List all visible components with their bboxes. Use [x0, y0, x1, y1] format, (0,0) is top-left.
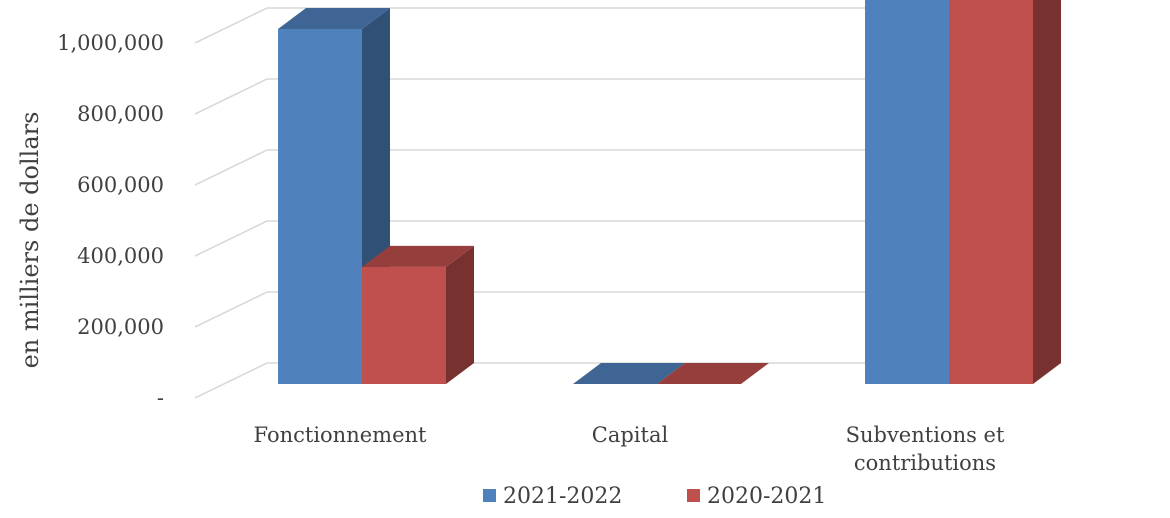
y-axis-ticks: -200,000400,000600,000800,0001,000,0001,… [57, 31, 164, 410]
x-category-label: contributions [854, 451, 996, 475]
legend-swatch [483, 489, 496, 502]
legend-swatch [687, 489, 700, 502]
gridline [194, 7, 1061, 44]
bar [657, 363, 769, 384]
bars [278, 0, 1061, 384]
bar-top [573, 363, 685, 384]
bar-front [949, 0, 1033, 384]
bar-front [362, 266, 446, 384]
bar [362, 245, 474, 384]
legend-item: 2020-2021 [687, 484, 826, 509]
legend-label: 2020-2021 [707, 484, 826, 509]
bar [573, 363, 685, 384]
y-tick-label: - [157, 386, 164, 410]
gridline [194, 291, 1061, 328]
x-category-label: Subventions et [846, 423, 1005, 447]
bar [949, 0, 1061, 384]
bar-top [657, 363, 769, 384]
y-tick-label: 400,000 [77, 244, 164, 268]
gridline [194, 149, 1061, 186]
y-tick-label: 800,000 [77, 102, 164, 126]
bar-front [865, 0, 949, 384]
bar-top [278, 8, 390, 29]
gridline [194, 362, 1061, 399]
gridline [194, 220, 1061, 257]
bar-top [362, 245, 474, 267]
gridline [194, 78, 1061, 115]
y-axis-label: en milliers de dollars [16, 112, 44, 369]
legend-item: 2021-2022 [483, 484, 622, 509]
bar-side [446, 245, 474, 384]
x-category-label: Fonctionnement [254, 423, 427, 447]
gridlines [194, 7, 1061, 399]
bar-front [278, 29, 362, 384]
x-category-label: Capital [592, 423, 669, 447]
legend-label: 2021-2022 [503, 484, 622, 509]
legend: 2021-2022 2020-2021 [483, 484, 826, 509]
x-axis-categories: Fonctionnement Capital Subventions et contr… [254, 423, 1005, 475]
y-tick-label: 1,000,000 [57, 31, 164, 55]
bar-side [1033, 0, 1061, 384]
y-tick-label: 200,000 [77, 315, 164, 339]
y-tick-label: 600,000 [77, 173, 164, 197]
